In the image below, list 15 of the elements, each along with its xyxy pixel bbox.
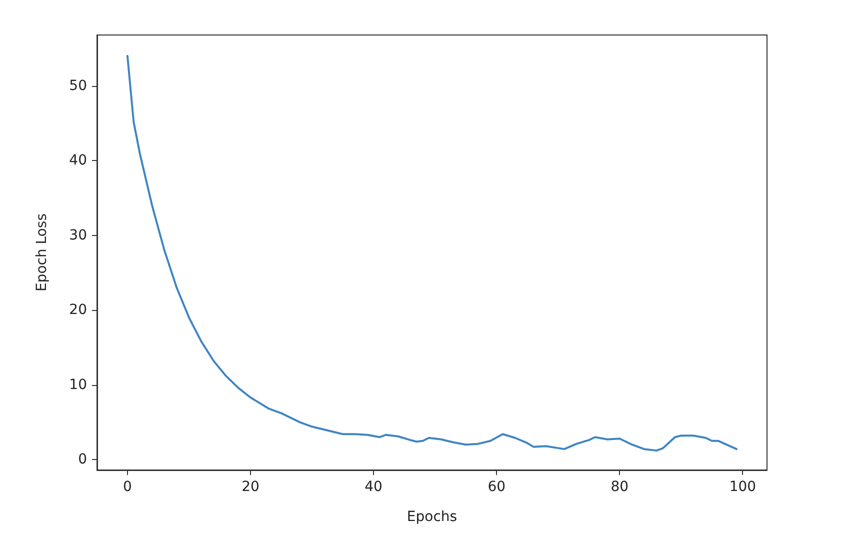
x-tick-label: 20	[242, 479, 260, 495]
y-tick-label: 20	[69, 302, 87, 318]
y-tick-label: 10	[69, 376, 87, 393]
line-series	[126, 54, 738, 452]
x-tick-label: 0	[122, 479, 132, 495]
y-tick-label: 0	[78, 452, 87, 468]
x-axis-title: Epochs	[406, 509, 458, 525]
y-tick-label: 30	[69, 227, 87, 244]
x-tick-label: 60	[488, 479, 506, 495]
x-tick-label: 100	[729, 479, 756, 495]
x-tick-label: 40	[364, 479, 382, 495]
y-tick-label: 40	[69, 152, 87, 169]
y-tick-label: 50	[69, 78, 87, 94]
y-axis-title: Epoch Loss	[34, 213, 50, 292]
x-tick-label: 80	[610, 479, 629, 495]
